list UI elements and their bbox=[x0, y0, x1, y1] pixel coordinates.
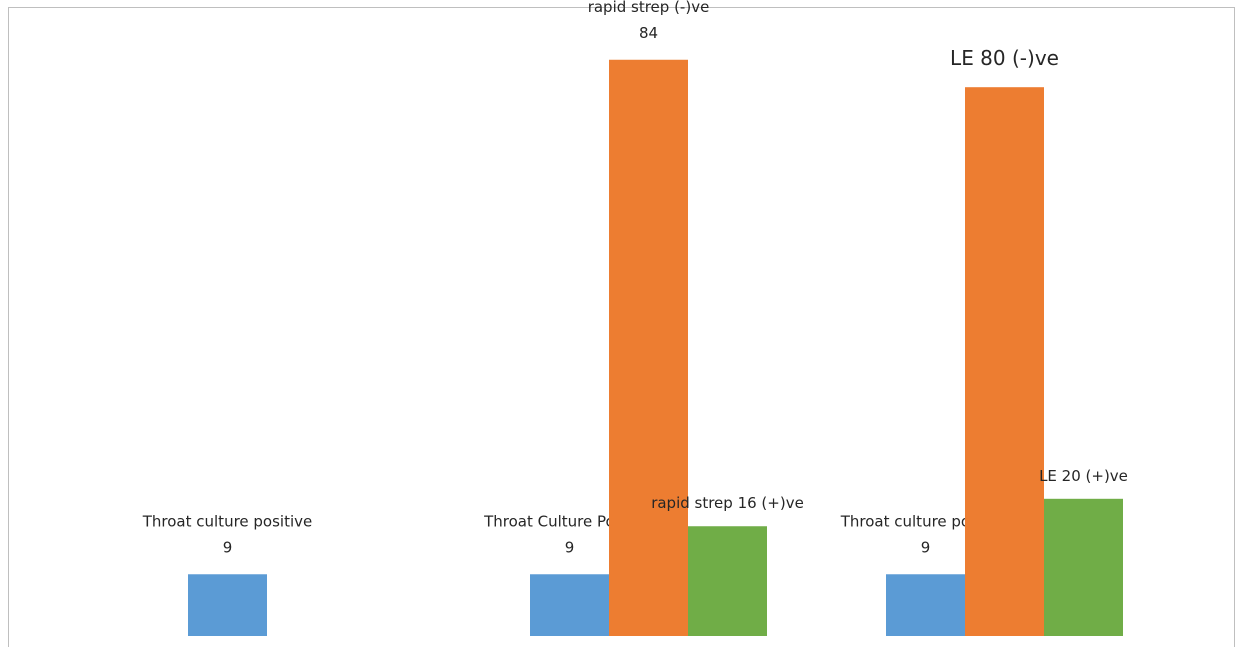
bar-group-2-blue bbox=[530, 574, 609, 636]
data-value-group-3-blue: 9 bbox=[921, 538, 931, 556]
data-label-group-1-blue: Throat culture positive bbox=[142, 512, 313, 530]
bar-group-3-green bbox=[1044, 498, 1123, 636]
chart-frame bbox=[8, 7, 1235, 647]
data-label-group-3-green: LE 20 (+)ve bbox=[1039, 467, 1128, 485]
bar-group-2-green bbox=[688, 526, 767, 636]
bar-group-3-blue bbox=[886, 574, 965, 636]
data-label-group-2-green: rapid strep 16 (+)ve bbox=[651, 494, 804, 512]
data-value-group-1-blue: 9 bbox=[223, 538, 233, 556]
data-label-group-3-orange: LE 80 (-)ve bbox=[950, 46, 1059, 70]
data-value-group-2-blue: 9 bbox=[565, 538, 575, 556]
data-label-group-2-orange: rapid strep (-)ve bbox=[588, 0, 710, 16]
bar-group-1-blue bbox=[188, 574, 267, 636]
data-value-group-2-orange: 84 bbox=[639, 24, 658, 42]
bar-group-2-orange bbox=[609, 59, 688, 636]
bar-group-3-orange bbox=[965, 87, 1044, 636]
